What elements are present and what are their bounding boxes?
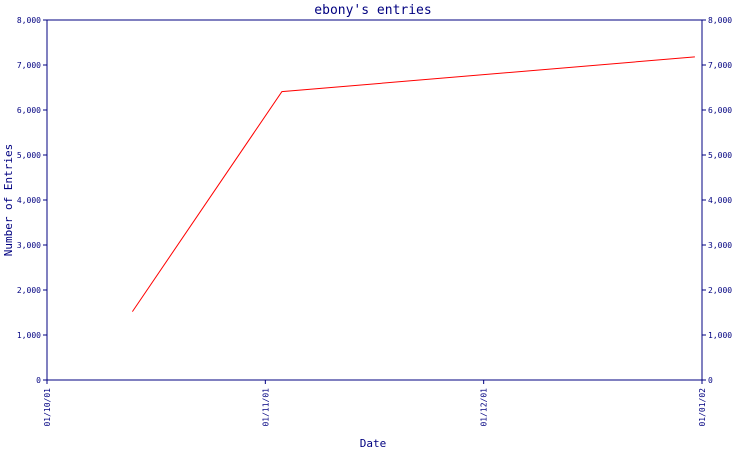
y-tick-label-right: 6,000 bbox=[708, 106, 732, 115]
y-ticks: 0 0 1,000 1,000 2,000 2,000 3,000 3,000 4,000 4,0… bbox=[17, 16, 732, 385]
y-tick-label-right: 5,000 bbox=[708, 151, 732, 160]
y-tick-label-left: 6,000 bbox=[17, 106, 41, 115]
y-tick-label-left: 0 bbox=[36, 376, 41, 385]
y-tick-label-right: 2,000 bbox=[708, 286, 732, 295]
y-tick-label-right: 3,000 bbox=[708, 241, 732, 250]
y-tick-label-left: 5,000 bbox=[17, 151, 41, 160]
y-tick-label-left: 1,000 bbox=[17, 331, 41, 340]
y-tick-label-right: 1,000 bbox=[708, 331, 732, 340]
y-tick-label-right: 8,000 bbox=[708, 16, 732, 25]
y-tick-label-right: 0 bbox=[708, 376, 713, 385]
y-axis-label: Number of Entries bbox=[2, 144, 15, 257]
y-tick-label-left: 3,000 bbox=[17, 241, 41, 250]
x-axis-label: Date bbox=[360, 437, 387, 450]
y-tick-label-left: 4,000 bbox=[17, 196, 41, 205]
y-tick-label-right: 4,000 bbox=[708, 196, 732, 205]
y-tick-label-left: 2,000 bbox=[17, 286, 41, 295]
x-tick-label: 01/12/01 bbox=[480, 388, 489, 427]
chart-title: ebony's entries bbox=[314, 3, 431, 18]
y-tick-label-left: 7,000 bbox=[17, 61, 41, 70]
y-tick-label-left: 8,000 bbox=[17, 16, 41, 25]
y-tick-label-right: 7,000 bbox=[708, 61, 732, 70]
series-line bbox=[131, 56, 695, 312]
x-tick-label: 01/11/01 bbox=[261, 388, 270, 427]
x-ticks: 01/10/01 01/11/01 01/12/01 01/01/02 bbox=[43, 380, 707, 427]
series-layer bbox=[131, 56, 695, 312]
x-tick-label: 01/10/01 bbox=[43, 388, 52, 427]
x-tick-label: 01/01/02 bbox=[698, 388, 707, 427]
